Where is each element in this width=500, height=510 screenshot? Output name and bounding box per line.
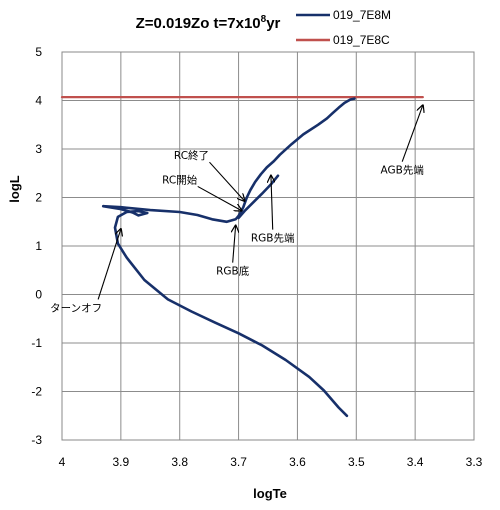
annotation-label: RC開始 [162, 173, 198, 186]
legend-label-019-7e8c: 019_7E8C [333, 33, 390, 47]
x-tick-label: 3.8 [171, 455, 188, 469]
annotation-label: ターンオフ [50, 302, 102, 314]
x-tick-label: 3.4 [407, 455, 424, 469]
chart-title: Z=0.019Zo t=7x108yr [136, 14, 281, 32]
y-tick-label: 4 [35, 94, 42, 108]
x-tick-label: 3.7 [230, 455, 247, 469]
x-tick-label: 3.6 [289, 455, 306, 469]
y-tick-label: 0 [35, 288, 42, 302]
legend-label-019-7e8m: 019_7E8M [333, 8, 391, 22]
x-axis-label: logTe [253, 486, 287, 501]
x-tick-label: 3.9 [113, 455, 130, 469]
y-tick-label: 2 [35, 191, 42, 205]
annotation-label: RGB先端 [251, 232, 295, 245]
y-tick-label: 5 [35, 45, 42, 59]
x-tick-label: 3.3 [466, 455, 483, 469]
y-tick-label: 1 [35, 239, 42, 253]
x-tick-label: 4 [59, 455, 66, 469]
y-axis-label: logL [7, 175, 22, 202]
y-tick-label: 3 [35, 142, 42, 156]
y-tick-label: -1 [31, 336, 42, 350]
annotation-label: AGB先端 [381, 164, 425, 177]
x-tick-label: 3.5 [348, 455, 365, 469]
annotation-label: RC終了 [174, 149, 209, 162]
annotation-label: RGB底 [216, 265, 250, 278]
y-tick-label: -3 [31, 433, 42, 447]
y-tick-label: -2 [31, 385, 42, 399]
